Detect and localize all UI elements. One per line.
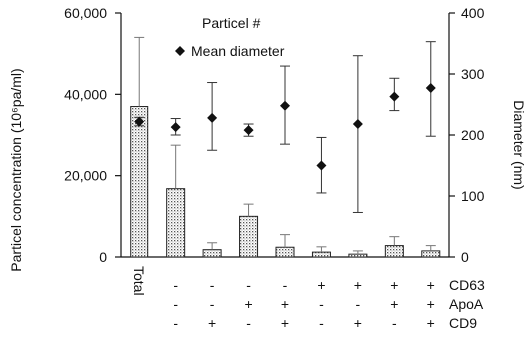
sign-apoa: - [210,296,215,312]
sign-cd9: - [173,315,178,331]
sign-row-label: CD63 [449,277,485,293]
sign-cd9: + [427,315,435,331]
x-category-label: Total [131,266,147,296]
sign-cd63: - [173,277,178,293]
y-right-tick-label: 0 [461,249,469,265]
sign-apoa: - [319,296,324,312]
sign-cd9: - [392,315,397,331]
diameter-point [352,119,363,130]
legend: Particel # Mean diameter [175,15,285,59]
bar-series [130,36,441,258]
diameter-point [134,116,145,127]
y-right-tick-label: 200 [461,127,485,143]
sign-apoa: - [356,296,361,312]
legend-particle-label: Particel # [202,15,261,31]
sign-cd9: - [319,315,324,331]
y-left-tick-label: 0 [99,249,107,265]
bar [421,250,441,258]
bar [239,215,259,258]
y-left-tick-label: 40,000 [64,86,107,102]
y-right-tick-label: 100 [461,188,485,204]
y-left-tick-label: 20,000 [64,168,107,184]
diameter-point [170,122,181,133]
sign-apoa: + [427,296,435,312]
bar [275,246,295,258]
sign-cd63: - [210,277,215,293]
sign-apoa: - [173,296,178,312]
bar [166,188,186,258]
sign-row-label: CD9 [449,315,477,331]
diameter-point [389,91,400,102]
sign-cd63: + [390,277,398,293]
sign-cd9: - [246,315,251,331]
sign-cd9: + [208,315,216,331]
sign-cd63: - [283,277,288,293]
y-left-tick-label: 60,000 [64,5,107,21]
sign-cd9: + [281,315,289,331]
sign-cd63: + [317,277,325,293]
diameter-point [425,83,436,94]
y-left-axis-label: Particel concentration (10⁶pa/ml) [8,68,24,271]
y-right-tick-label: 400 [461,5,485,21]
diameter-point [316,160,327,171]
sign-cd63: - [246,277,251,293]
sign-apoa: + [390,296,398,312]
bar [384,245,404,258]
sign-cd63: + [427,277,435,293]
bar [202,249,222,258]
legend-diamond-marker [175,46,185,56]
y-right-tick-label: 300 [461,66,485,82]
sign-apoa: + [281,296,289,312]
diameter-point [243,125,254,136]
diameter-point [280,100,290,111]
bar [348,253,368,258]
sign-cd63: + [354,277,362,293]
bar [130,106,149,258]
legend-diameter-label: Mean diameter [191,43,285,59]
diameter-series [134,41,436,213]
sign-apoa: + [244,296,252,312]
y-right-axis-label: Diameter (nm) [511,100,525,189]
bar [311,251,331,258]
sign-row-label: ApoA [449,296,484,312]
x-axis-labels: Total - - - - + + + + CD63 - - + + - - + + ApoA - + - + - + - + CD9 [131,266,485,331]
diameter-point [207,112,218,123]
sign-cd9: + [354,315,362,331]
